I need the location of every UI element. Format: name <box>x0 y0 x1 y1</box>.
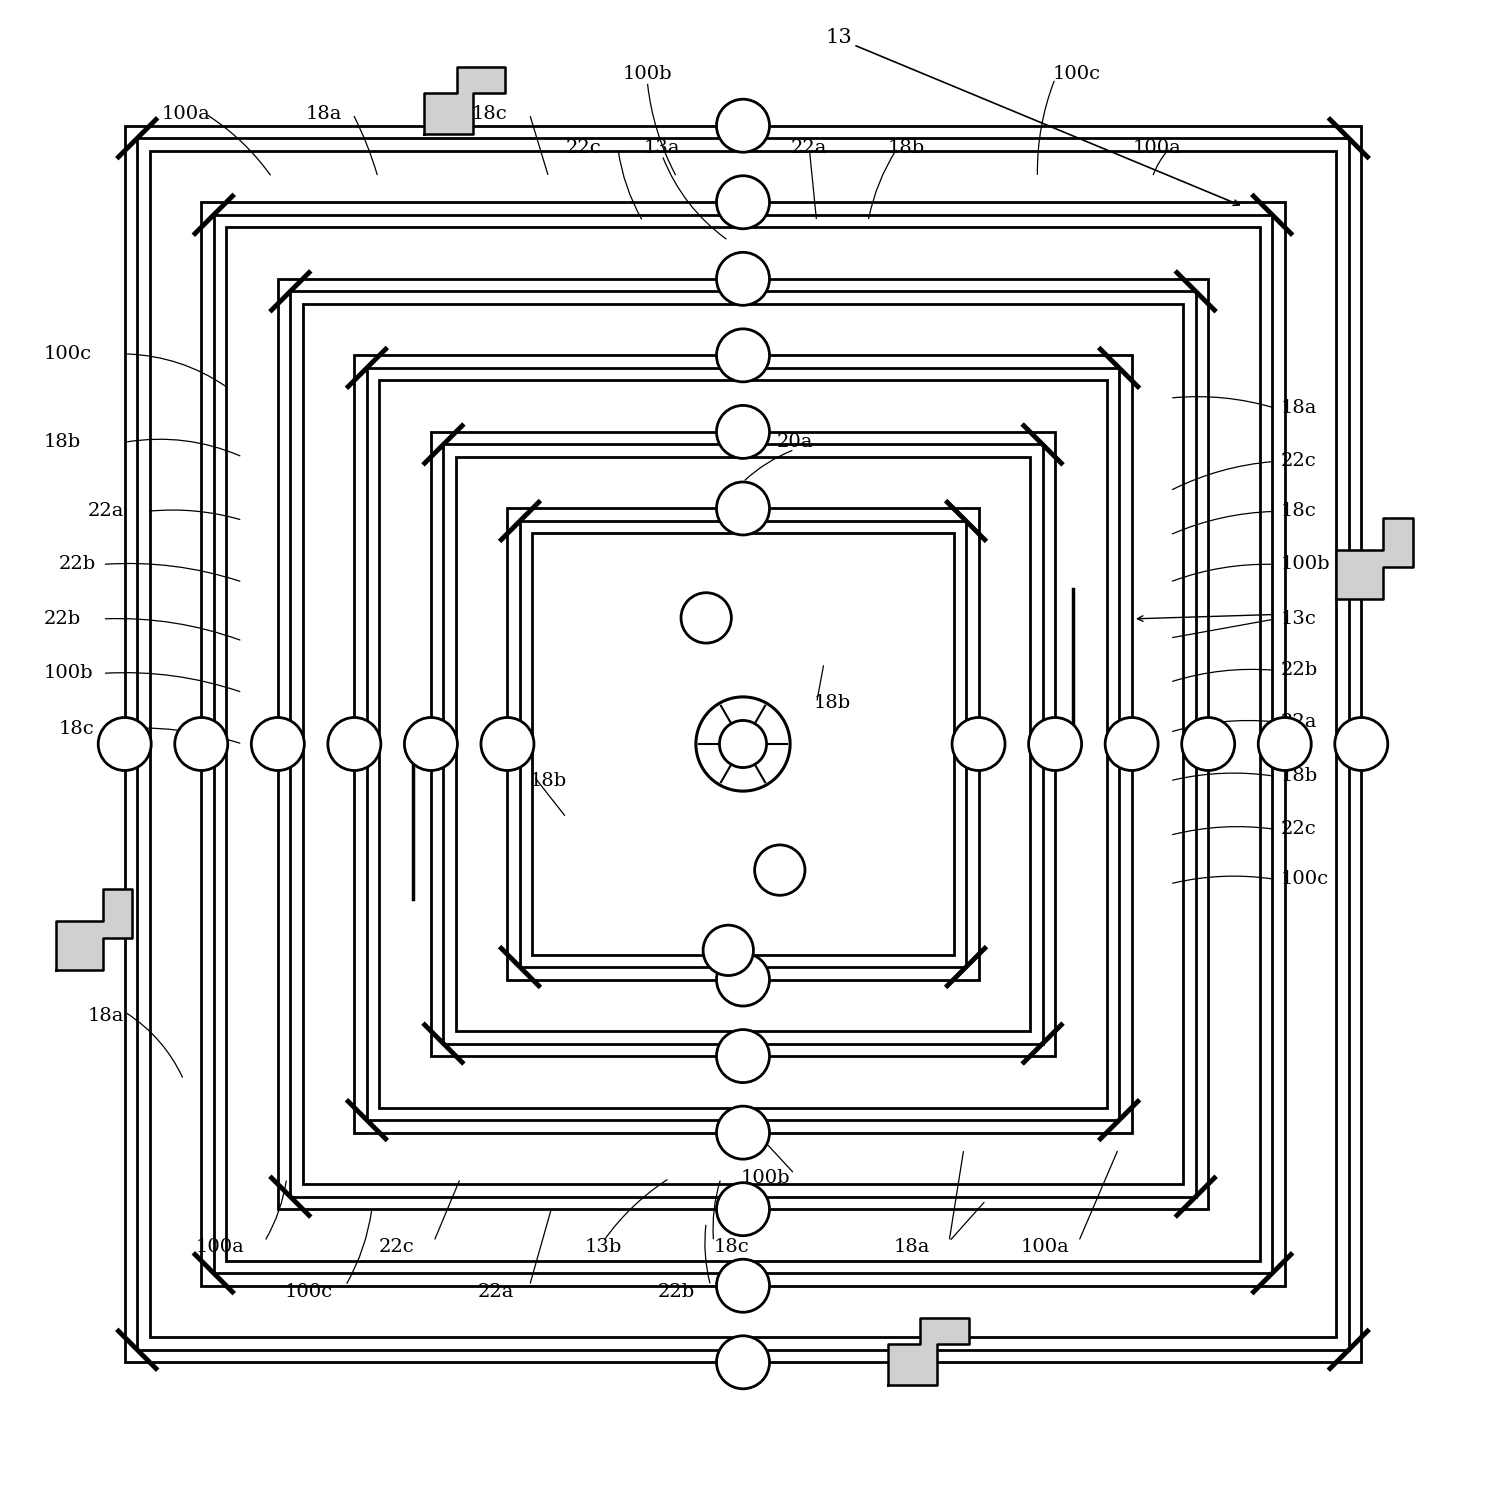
Text: 100b: 100b <box>623 65 672 83</box>
Circle shape <box>716 952 770 1006</box>
Circle shape <box>716 405 770 458</box>
Circle shape <box>328 717 380 771</box>
Circle shape <box>681 592 731 643</box>
Circle shape <box>716 1183 770 1235</box>
Text: 100a: 100a <box>1134 138 1181 156</box>
Circle shape <box>716 1106 770 1159</box>
Circle shape <box>716 1030 770 1083</box>
Text: 18b: 18b <box>887 138 924 156</box>
Polygon shape <box>1336 518 1413 600</box>
Text: 13c: 13c <box>1281 610 1317 628</box>
Text: 18c: 18c <box>58 720 94 738</box>
Text: 22c: 22c <box>1281 820 1317 838</box>
Text: 100b: 100b <box>1281 555 1330 573</box>
Text: 18a: 18a <box>1281 399 1317 417</box>
Circle shape <box>404 717 458 771</box>
Circle shape <box>481 717 533 771</box>
Text: 18a: 18a <box>305 106 342 124</box>
Text: 22b: 22b <box>1281 661 1318 680</box>
Text: 13a: 13a <box>643 138 681 156</box>
Text: 100a: 100a <box>1021 1238 1068 1256</box>
Circle shape <box>755 845 805 896</box>
Text: 100a: 100a <box>196 1238 245 1256</box>
Circle shape <box>716 1336 770 1388</box>
Circle shape <box>251 717 305 771</box>
Text: 100a: 100a <box>162 106 210 124</box>
Circle shape <box>716 253 770 305</box>
Text: 18b: 18b <box>529 772 566 790</box>
Polygon shape <box>889 1318 969 1385</box>
Circle shape <box>695 696 791 792</box>
Text: 100b: 100b <box>43 664 94 683</box>
Text: 18a: 18a <box>895 1238 930 1256</box>
Circle shape <box>1259 717 1311 771</box>
Circle shape <box>716 176 770 229</box>
Text: 22c: 22c <box>1281 452 1317 470</box>
Text: 22c: 22c <box>379 1238 415 1256</box>
Text: 22a: 22a <box>791 138 828 156</box>
Circle shape <box>1028 717 1082 771</box>
Text: 100c: 100c <box>1281 870 1328 888</box>
Circle shape <box>703 926 753 976</box>
Circle shape <box>175 717 227 771</box>
Text: 22b: 22b <box>58 555 95 573</box>
Polygon shape <box>425 67 505 134</box>
Circle shape <box>98 717 152 771</box>
Text: 22a: 22a <box>88 503 125 521</box>
Circle shape <box>1106 717 1158 771</box>
Circle shape <box>1334 717 1388 771</box>
Circle shape <box>719 720 767 768</box>
Text: 100b: 100b <box>740 1170 791 1187</box>
Text: 13: 13 <box>825 28 851 48</box>
Text: 18c: 18c <box>1281 503 1317 521</box>
Circle shape <box>953 717 1005 771</box>
Text: 22c: 22c <box>566 138 602 156</box>
Text: 100c: 100c <box>1052 65 1100 83</box>
Text: 22b: 22b <box>43 610 82 628</box>
Text: 20a: 20a <box>776 433 813 451</box>
Text: 18b: 18b <box>814 693 851 711</box>
Text: 18b: 18b <box>43 433 82 451</box>
Text: 22a: 22a <box>477 1283 514 1301</box>
Circle shape <box>716 329 770 382</box>
Circle shape <box>716 482 770 536</box>
Text: 18c: 18c <box>473 106 508 124</box>
Text: 18b: 18b <box>1281 768 1318 786</box>
Circle shape <box>716 100 770 152</box>
Circle shape <box>716 1259 770 1312</box>
Text: 13b: 13b <box>584 1238 621 1256</box>
Text: 100c: 100c <box>43 345 92 363</box>
Circle shape <box>1181 717 1235 771</box>
Text: 18c: 18c <box>713 1238 749 1256</box>
Text: 100c: 100c <box>285 1283 333 1301</box>
Text: 22b: 22b <box>658 1283 695 1301</box>
Polygon shape <box>55 888 132 970</box>
Text: 22a: 22a <box>1281 713 1317 731</box>
Text: 18a: 18a <box>88 1007 125 1025</box>
